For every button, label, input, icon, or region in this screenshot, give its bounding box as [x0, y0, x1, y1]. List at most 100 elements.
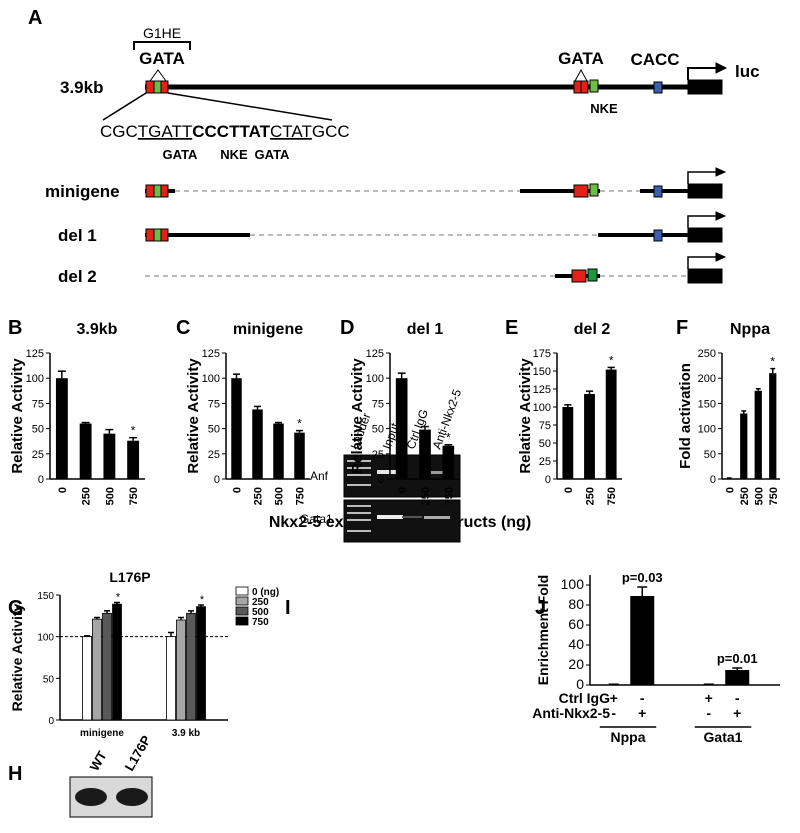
x-tick-label: 250 — [81, 487, 93, 505]
significance: * — [116, 592, 121, 604]
gata-box — [145, 228, 155, 242]
bar — [754, 390, 762, 479]
y-tick-label: 175 — [533, 348, 551, 360]
condition-sign: - — [735, 690, 740, 706]
y-tick-label: 0 — [378, 474, 384, 486]
bar — [769, 373, 777, 479]
y-tick-label: 25 — [372, 449, 384, 461]
gel-band — [347, 530, 371, 532]
sequence-segment: CCCTTAT — [192, 122, 270, 141]
condition-label: Ctrl IgG — [559, 690, 610, 706]
bar — [273, 423, 284, 479]
bar — [166, 636, 176, 721]
y-axis-label: Enrichment Fold — [535, 575, 551, 685]
luc-box — [687, 183, 723, 199]
panel-label: E — [505, 317, 518, 339]
y-tick-label: 150 — [37, 591, 54, 602]
bar — [395, 378, 408, 479]
condition-sign: - — [706, 705, 711, 721]
y-tick-label: 80 — [568, 596, 584, 612]
p-value: p=0.03 — [622, 570, 663, 585]
y-tick-label: 125 — [26, 348, 44, 360]
chart-title: Nppa — [730, 321, 770, 338]
site-callout — [574, 68, 588, 82]
gel-band — [347, 505, 371, 507]
y-tick-label: 150 — [698, 398, 716, 410]
y-tick-label: 200 — [698, 373, 716, 385]
gel-band — [402, 516, 422, 518]
y-tick-label: 50 — [539, 438, 551, 450]
bar — [252, 409, 263, 479]
cacc-box — [653, 185, 663, 198]
legend-label: 500 — [252, 607, 269, 618]
y-tick-label: 0 — [48, 716, 54, 727]
condition-sign: + — [638, 705, 646, 721]
significance: * — [200, 594, 205, 606]
nke-box — [589, 183, 599, 197]
luc-box — [687, 227, 723, 243]
bar — [740, 413, 748, 479]
bar — [79, 423, 92, 479]
y-tick-label: 25 — [32, 449, 44, 461]
x-tick-label: 500 — [753, 487, 765, 505]
y-tick-label: 100 — [533, 402, 551, 414]
panel-label: C — [176, 317, 190, 339]
sequence-label: GATA — [163, 147, 199, 162]
sequence-segment: CTAT — [270, 122, 312, 141]
y-tick-label: 100 — [26, 373, 44, 385]
bar — [55, 378, 68, 479]
legend-label: 250 — [252, 597, 269, 608]
lane-label: L176P — [122, 733, 154, 774]
nke-box — [153, 184, 162, 198]
nke-box — [589, 79, 599, 93]
x-tick-label: 750 — [295, 487, 307, 505]
y-tick-label: 75 — [32, 398, 44, 410]
legend-swatch — [235, 596, 249, 606]
construct-label: 3.9kb — [60, 78, 103, 97]
group-label: Gata1 — [704, 729, 743, 745]
x-tick-label: 0 — [724, 487, 736, 493]
promoter-diagram — [102, 41, 728, 284]
tss-arrow — [687, 256, 718, 269]
condition-sign: + — [610, 690, 618, 706]
bracket-label: G1HE — [143, 25, 181, 41]
condition-sign: - — [640, 690, 645, 706]
gata-box — [145, 80, 155, 94]
panel-label: B — [8, 317, 22, 339]
x-tick-label: 750 — [768, 487, 780, 505]
significance: * — [297, 417, 302, 431]
legend-swatch — [235, 616, 249, 626]
bar — [725, 670, 750, 685]
y-tick-label: 50 — [32, 424, 44, 436]
tss-arrow — [687, 67, 718, 80]
x-tick-label: 750 — [443, 487, 455, 505]
significance: * — [446, 431, 451, 445]
y-axis-label: Fold activation — [677, 363, 694, 469]
p-value: p=0.01 — [717, 651, 758, 666]
y-tick-label: 75 — [372, 398, 384, 410]
gata-box — [580, 80, 589, 94]
site-label: GATA — [139, 49, 185, 68]
sequence-label: NKE — [220, 147, 248, 162]
bar — [196, 606, 206, 721]
chart-title: del 1 — [407, 321, 444, 338]
bar — [186, 612, 196, 721]
bar — [584, 394, 595, 479]
y-axis-label: Relative Activity — [349, 358, 366, 474]
x-tick-label: 250 — [739, 487, 751, 505]
sequence: CGCTGATTCCCTTATCTATGCC — [100, 122, 350, 141]
y-axis-label: Relative Activity — [185, 358, 202, 474]
x-tick-label: 0 — [397, 487, 409, 493]
panel-label: F — [676, 317, 688, 339]
gel-band — [347, 474, 371, 476]
y-tick-label: 50 — [704, 449, 716, 461]
gel-band — [347, 519, 371, 521]
x-tick-label: 500 — [274, 487, 286, 505]
condition-sign: + — [733, 705, 741, 721]
bar — [725, 478, 733, 479]
y-axis-label: Relative Activity — [9, 358, 26, 474]
sequence-label: GATA — [255, 147, 291, 162]
gel-band — [347, 512, 371, 514]
gata-box — [160, 228, 169, 242]
panel-label: G — [8, 597, 24, 619]
